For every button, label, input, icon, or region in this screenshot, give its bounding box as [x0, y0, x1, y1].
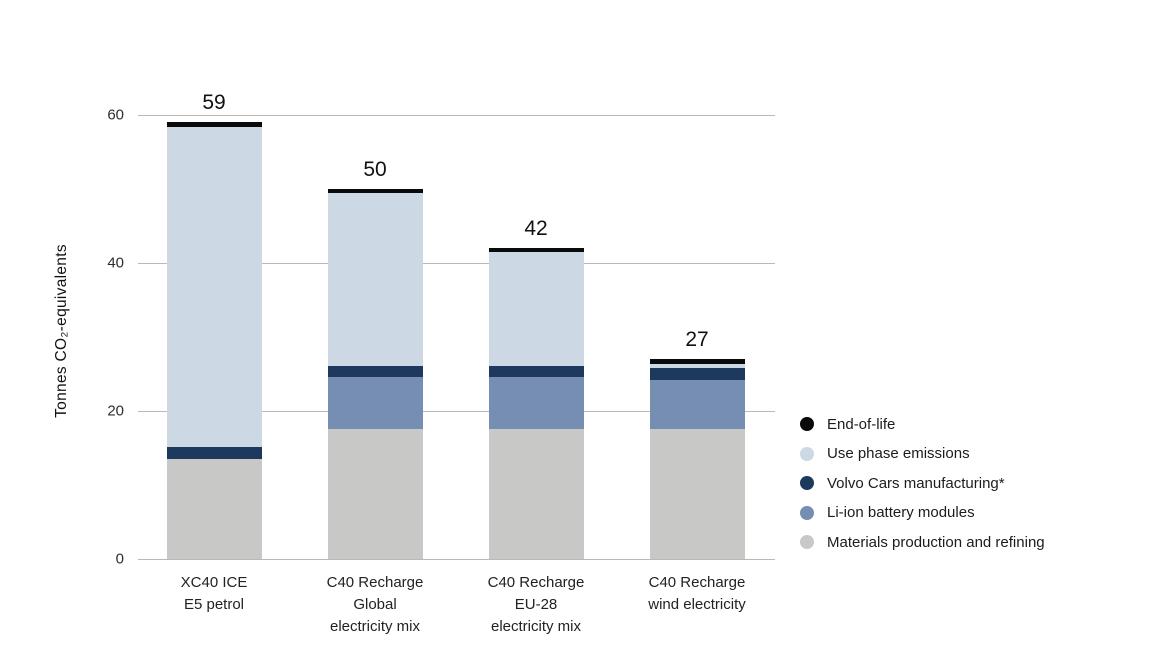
bar-2-segment-end-of-life	[327, 188, 423, 194]
bar-2-segment-materials-production-and-refining	[327, 429, 423, 559]
bar-1-segment-use-phase-emissions	[166, 127, 262, 448]
gridline-0	[138, 559, 775, 560]
bar-4-segment-volvo-cars-manufacturing	[649, 367, 745, 380]
bar-3-segment-materials-production-and-refining	[488, 429, 584, 559]
y-tick-label-40: 40	[107, 254, 124, 272]
bar-3-segment-use-phase-emissions	[488, 252, 584, 367]
x-axis-label-3: C40 Recharge EU-28 electricity mix	[487, 574, 585, 635]
legend-label: Materials production and refining	[827, 533, 1045, 551]
legend-label: End-of-life	[827, 415, 896, 433]
y-tick-label-0: 0	[115, 550, 124, 568]
bar-4-segment-end-of-life	[649, 358, 745, 365]
bar-3-segment-volvo-cars-manufacturing	[488, 366, 584, 378]
gridline-40	[138, 262, 775, 264]
bar-1-segment-materials-production-and-refining	[166, 458, 262, 559]
legend-item-use-phase-emissions: Use phase emissions	[800, 443, 970, 465]
legend-label: Li-ion battery modules	[827, 504, 975, 521]
bar-2-segment-volvo-cars-manufacturing	[327, 366, 423, 378]
bar-2-segment-use-phase-emissions	[327, 193, 423, 367]
bar-1-segment-volvo-cars-manufacturing	[166, 447, 262, 459]
bar-2-segment-li-ion-battery-modules	[327, 377, 423, 430]
x-axis-label-4: C40 Recharge wind electricity	[648, 574, 746, 613]
bar-4-total-label: 27	[685, 327, 709, 351]
bar-3-segment-end-of-life	[488, 247, 584, 253]
y-axis-title: Tonnes CO₂-equivalents	[53, 244, 70, 418]
y-tick-label-60: 60	[107, 106, 124, 123]
bar-1-segment-end-of-life	[166, 121, 262, 128]
legend-item-end-of-life: End-of-life	[800, 413, 895, 435]
legend-dot-use-phase-emissions	[800, 446, 814, 461]
bar-3-segment-li-ion-battery-modules	[488, 377, 584, 430]
bar-1-total-label: 59	[202, 90, 226, 114]
x-axis-label-1: XC40 ICE E5 petrol	[180, 574, 248, 613]
legend-label: Use phase emissions	[827, 445, 970, 462]
y-tick-label-20: 20	[107, 402, 124, 420]
gridline-60	[138, 114, 775, 116]
legend-dot-li-ion-battery-modules	[800, 505, 814, 520]
legend-label: Volvo Cars manufacturing*	[827, 474, 1005, 492]
gridline-20	[138, 410, 775, 412]
bar-2-total-label: 50	[363, 157, 387, 181]
legend-dot-volvo-cars-manufacturing	[800, 476, 814, 490]
bar-4-segment-li-ion-battery-modules	[649, 379, 745, 430]
legend-dot-end-of-life	[800, 417, 814, 431]
legend-item-volvo-cars-manufacturing: Volvo Cars manufacturing*	[800, 472, 1005, 494]
legend-dot-materials-production-and-refining	[800, 535, 814, 549]
bar-4-segment-use-phase-emissions	[649, 364, 745, 368]
legend-item-materials-production-and-refining: Materials production and refining	[800, 531, 1045, 553]
x-axis-label-2: C40 Recharge Global electricity mix	[326, 574, 424, 635]
bar-3-total-label: 42	[524, 216, 548, 240]
legend-item-li-ion-battery-modules: Li-ion battery modules	[800, 502, 975, 524]
bar-4-segment-materials-production-and-refining	[649, 429, 745, 559]
